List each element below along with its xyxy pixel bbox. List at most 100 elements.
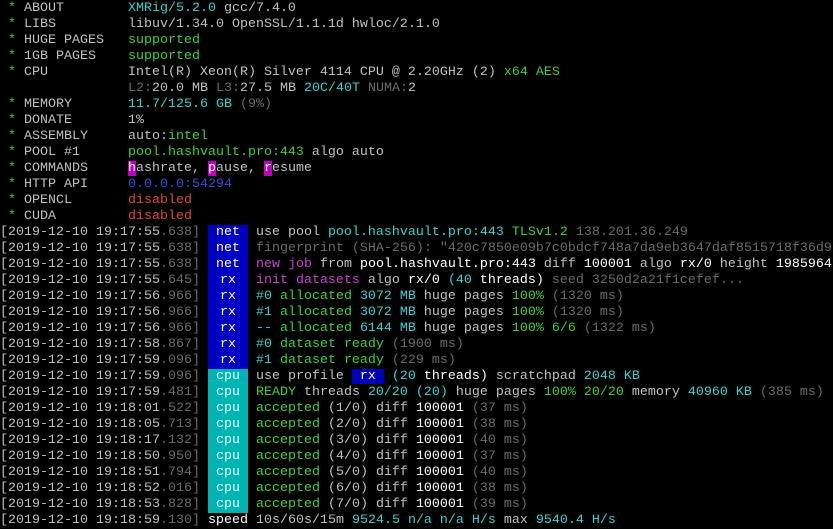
log-message-segment: accepted	[255, 465, 320, 480]
header-value-segment: ashrate,	[135, 161, 208, 176]
timestamp-bracket: [	[0, 433, 8, 448]
log-timestamp: 2019-12-10 19:17:56	[8, 305, 160, 320]
log-timestamp-ms: .096	[159, 369, 192, 384]
timestamp-bracket: ]	[191, 449, 208, 464]
header-value-segment: disabled	[127, 209, 192, 224]
header-value-segment: disabled	[127, 193, 192, 208]
log-message-segment: 100001	[583, 257, 632, 272]
log-message-segment: (2/0) diff	[319, 417, 416, 432]
log-tag-rx: rx	[207, 273, 248, 289]
spacer	[248, 465, 256, 480]
spacer	[248, 241, 256, 256]
log-message-segment: (1900 ms)	[383, 337, 464, 352]
spacer	[248, 385, 256, 400]
header-label: CPU	[24, 65, 48, 80]
timestamp-bracket: ]	[191, 369, 208, 384]
timestamp-bracket: [	[0, 481, 8, 496]
log-timestamp-ms: .016	[159, 481, 192, 496]
log-message-segment: accepted	[255, 401, 320, 416]
header-value-segment: gcc/7.4.0	[215, 1, 296, 16]
log-message-segment: 100%	[511, 305, 544, 320]
log-message-segment: 100001	[415, 497, 464, 512]
log-timestamp-ms: .645	[159, 273, 192, 288]
header-label: 1GB PAGES	[24, 49, 96, 64]
log-tag-cpu: cpu	[207, 449, 248, 465]
log-message-segment: pool.hashvault.pro:443	[359, 257, 536, 272]
timestamp-bracket: [	[0, 497, 8, 512]
spacer	[248, 449, 256, 464]
header-value-segment: libuv/1.34.0 OpenSSL/1.1.1d hwloc/2.1.0	[127, 17, 440, 32]
log-timestamp-ms: .096	[159, 353, 192, 368]
header-value-segment: (9%)	[231, 97, 272, 112]
log-message-segment: 9540.4 H/s	[535, 513, 616, 528]
timestamp-bracket: ]	[191, 465, 208, 480]
log-message-segment: 3072 MB	[359, 305, 416, 320]
header-row: * COMMANDS hashrate, pause, resume	[0, 161, 833, 177]
timestamp-bracket: ]	[191, 433, 208, 448]
log-message-segment: threads)	[415, 369, 488, 384]
log-tag-rx: rx	[207, 321, 248, 337]
log-message-segment: (1/0) diff	[319, 401, 416, 416]
log-message-segment: 100% 20/20	[543, 385, 624, 400]
log-tag-net: net	[207, 225, 248, 241]
log-message-segment: (3/0) diff	[319, 433, 416, 448]
timestamp-bracket: ]	[191, 513, 208, 528]
log-message-segment: fingerprint (SHA-256): "420c7850e09b7c0b…	[255, 241, 832, 256]
timestamp-bracket: ]	[191, 401, 208, 416]
log-message-segment: (40 ms)	[463, 433, 528, 448]
timestamp-bracket: [	[0, 241, 8, 256]
bullet-star-icon: *	[0, 177, 24, 192]
log-message-segment: threads)	[471, 273, 544, 288]
spacer	[248, 337, 256, 352]
header-row: * HUGE PAGES supported	[0, 33, 833, 49]
header-value-segment: esume	[271, 161, 312, 176]
log-timestamp: 2019-12-10 19:17:55	[8, 241, 160, 256]
header-value-segment: 0.0.0.0:54294	[127, 177, 232, 192]
header-label: ASSEMBLY	[24, 129, 88, 144]
log-message-segment: --	[255, 321, 280, 336]
log-message-segment: init datasets	[255, 273, 360, 288]
bullet-star-icon: *	[0, 65, 24, 80]
bullet-star-icon: *	[0, 193, 24, 208]
log-message-segment: threads	[295, 385, 368, 400]
timestamp-bracket: ]	[191, 481, 208, 496]
header-label: HTTP API	[24, 177, 88, 192]
log-message-segment: accepted	[255, 481, 320, 496]
log-message-segment: 100001	[415, 449, 464, 464]
log-message-segment: #0	[255, 289, 280, 304]
log-row: [2019-12-10 19:17:55.638] net fingerprin…	[0, 241, 833, 257]
log-message-segment: allocated	[279, 289, 360, 304]
log-message-segment: (37 ms)	[463, 449, 528, 464]
timestamp-bracket: ]	[191, 257, 208, 272]
log-message-segment: (1320 ms)	[543, 289, 624, 304]
timestamp-bracket: ]	[191, 273, 208, 288]
log-message-segment: (6/0) diff	[319, 481, 416, 496]
spacer	[248, 481, 256, 496]
log-timestamp-ms: .713	[159, 417, 192, 432]
log-message-segment: huge pages	[415, 321, 512, 336]
log-timestamp: 2019-12-10 19:18:50	[8, 449, 160, 464]
log-row: [2019-12-10 19:17:59.481] cpu READY thre…	[0, 385, 833, 401]
spacer	[248, 497, 256, 512]
log-message-segment: allocated	[279, 305, 360, 320]
header-row: * OPENCL disabled	[0, 193, 833, 209]
bullet-star-icon	[0, 81, 24, 96]
log-message-segment: (7/0) diff	[319, 497, 416, 512]
timestamp-bracket: [	[0, 273, 8, 288]
log-message-segment: #1	[255, 305, 280, 320]
spacer	[248, 289, 256, 304]
log-message-segment: 138.201.36.249	[575, 225, 688, 240]
log-message-segment: from	[311, 257, 360, 272]
log-row: [2019-12-10 19:17:55.638] net new job fr…	[0, 257, 833, 273]
timestamp-bracket: [	[0, 465, 8, 480]
log-row: [2019-12-10 19:17:56.966] rx -- allocate…	[0, 321, 833, 337]
log-message-segment: (37 ms)	[463, 401, 528, 416]
timestamp-bracket: [	[0, 289, 8, 304]
log-message-segment: use pool	[255, 225, 328, 240]
spacer	[248, 321, 256, 336]
header-value-segment: algo auto	[303, 145, 384, 160]
log-message-segment: 6144 MB	[359, 321, 416, 336]
log-timestamp-ms: .481	[159, 385, 192, 400]
log-tag-cpu: cpu	[207, 369, 248, 385]
log-timestamp-ms: .132	[159, 433, 192, 448]
